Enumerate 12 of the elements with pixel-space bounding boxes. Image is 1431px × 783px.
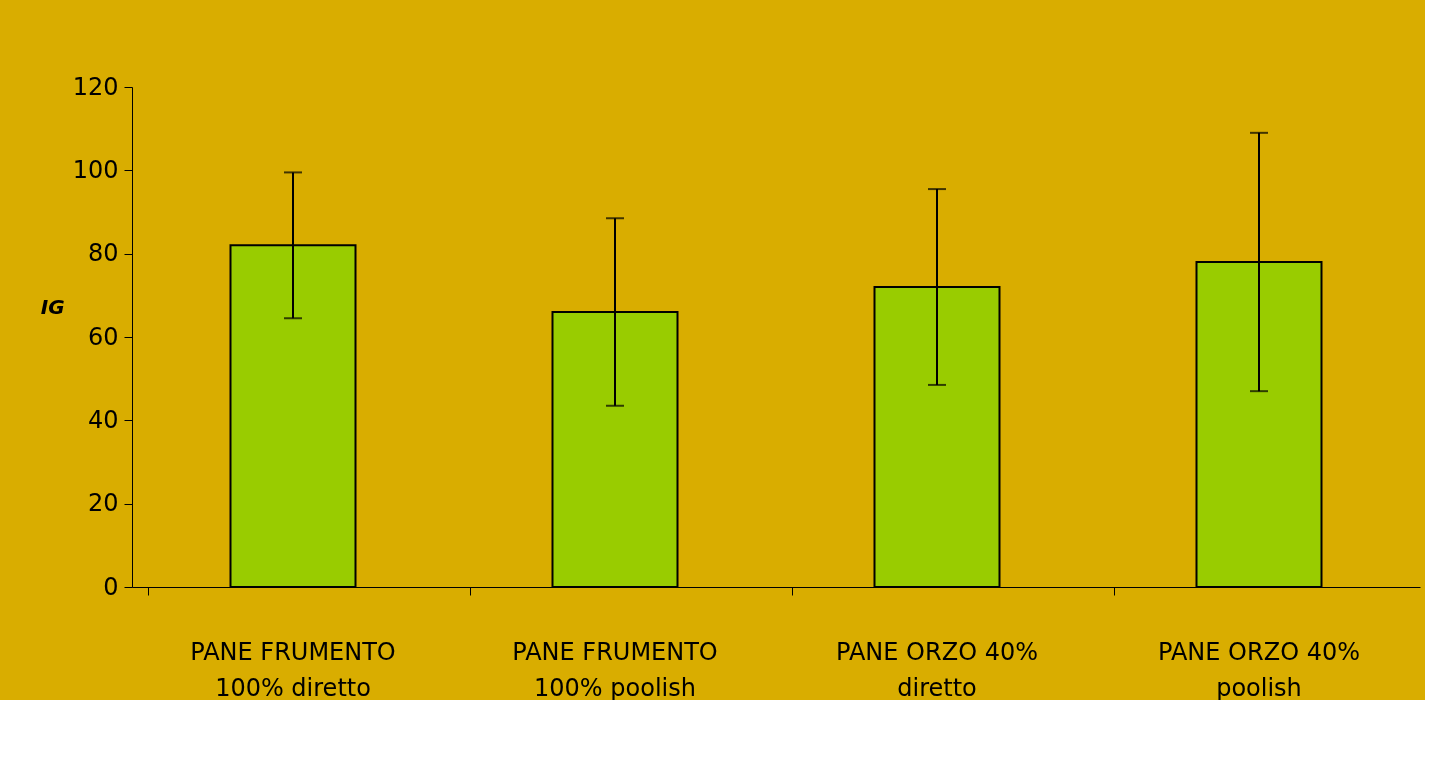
- y-tick-label: 20: [87, 489, 119, 518]
- y-tick-label: 60: [87, 322, 119, 351]
- x-tick-label: PANE FRUMENTO 100% diretto: [190, 637, 396, 702]
- y-tick-label: 40: [87, 405, 119, 434]
- x-tick-label: PANE ORZO 40% diretto: [836, 637, 1038, 702]
- y-tick-label: 80: [87, 239, 119, 268]
- y-tick-label: 120: [72, 72, 119, 101]
- y-axis-title: IG: [40, 294, 65, 319]
- y-tick-label: 100: [72, 155, 119, 184]
- x-tick-label: PANE FRUMENTO 100% poolish: [512, 637, 718, 702]
- y-tick-label: 0: [103, 572, 119, 601]
- x-tick-label: PANE ORZO 40% poolish: [1158, 637, 1360, 702]
